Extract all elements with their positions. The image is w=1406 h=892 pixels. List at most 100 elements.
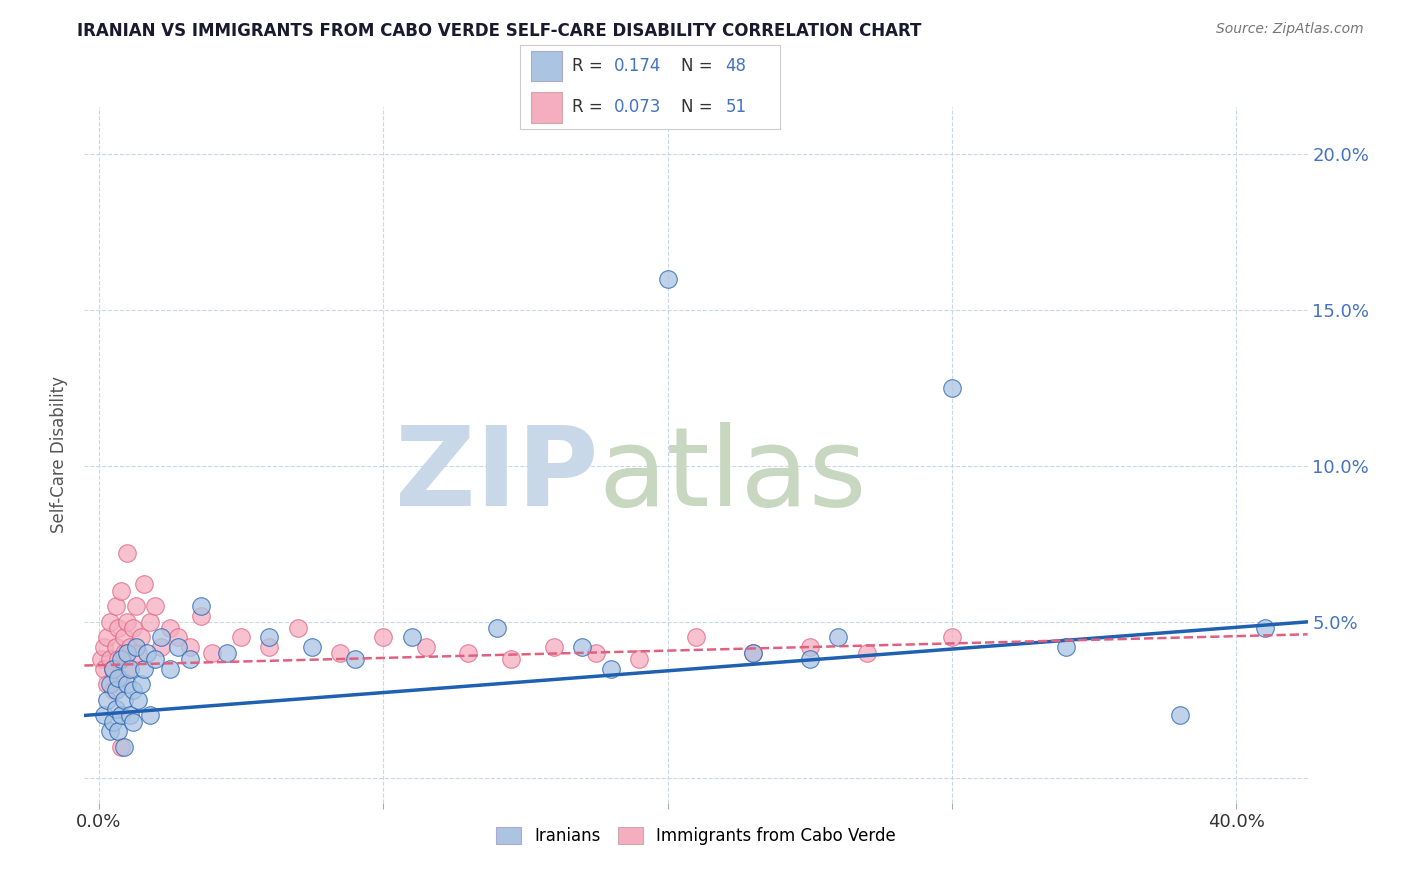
Point: [150, 631, 173, 645]
Point: [741, 646, 763, 660]
Point: [107, 724, 129, 739]
Point: [110, 583, 132, 598]
Point: [543, 640, 565, 654]
Point: [132, 577, 155, 591]
Point: [215, 646, 238, 660]
Point: [107, 671, 129, 685]
Point: [145, 652, 167, 666]
Point: [121, 683, 143, 698]
Point: [115, 615, 138, 629]
Point: [190, 608, 212, 623]
Point: [371, 631, 394, 645]
Point: [799, 640, 821, 654]
Point: [129, 677, 152, 691]
Point: [118, 662, 141, 676]
Point: [201, 646, 224, 660]
Point: [121, 621, 143, 635]
Point: [139, 708, 162, 723]
Text: N =: N =: [682, 98, 718, 116]
Point: [101, 662, 124, 676]
Point: [343, 652, 366, 666]
Point: [98, 677, 121, 691]
Point: [167, 640, 190, 654]
Point: [98, 615, 121, 629]
Point: [96, 631, 118, 645]
Point: [628, 652, 651, 666]
Point: [107, 621, 129, 635]
Text: 0.073: 0.073: [614, 98, 661, 116]
Point: [136, 646, 159, 660]
Point: [112, 631, 135, 645]
Point: [118, 708, 141, 723]
Point: [115, 646, 138, 660]
Point: [179, 652, 201, 666]
Point: [145, 599, 167, 614]
Point: [159, 621, 181, 635]
Point: [229, 631, 252, 645]
Text: 0.174: 0.174: [614, 57, 661, 75]
Point: [150, 640, 173, 654]
Point: [101, 683, 124, 698]
Point: [415, 640, 437, 654]
Point: [112, 739, 135, 754]
Point: [132, 662, 155, 676]
Text: 51: 51: [725, 98, 747, 116]
Point: [104, 599, 127, 614]
Point: [110, 671, 132, 685]
Point: [599, 662, 621, 676]
Point: [1254, 621, 1277, 635]
Point: [657, 271, 679, 285]
Point: [104, 640, 127, 654]
Point: [93, 662, 115, 676]
Text: R =: R =: [572, 57, 609, 75]
Point: [104, 702, 127, 716]
Point: [98, 652, 121, 666]
Point: [90, 652, 112, 666]
Point: [96, 693, 118, 707]
Text: N =: N =: [682, 57, 718, 75]
Point: [401, 631, 423, 645]
Point: [457, 646, 479, 660]
Point: [110, 652, 132, 666]
Point: [1054, 640, 1077, 654]
Text: atlas: atlas: [598, 422, 866, 529]
Point: [115, 546, 138, 560]
Point: [571, 640, 593, 654]
Text: ZIP: ZIP: [395, 422, 598, 529]
Point: [585, 646, 607, 660]
Bar: [530, 92, 562, 122]
Point: [159, 662, 181, 676]
Legend: Iranians, Immigrants from Cabo Verde: Iranians, Immigrants from Cabo Verde: [488, 819, 904, 854]
Point: [190, 599, 212, 614]
Point: [121, 714, 143, 729]
Point: [259, 631, 281, 645]
Point: [96, 677, 118, 691]
Point: [855, 646, 877, 660]
Point: [129, 631, 152, 645]
Point: [799, 652, 821, 666]
Point: [499, 652, 522, 666]
Point: [101, 662, 124, 676]
Point: [93, 708, 115, 723]
Point: [93, 640, 115, 654]
Text: R =: R =: [572, 98, 609, 116]
Point: [110, 739, 132, 754]
Point: [287, 621, 309, 635]
Point: [301, 640, 323, 654]
Point: [485, 621, 508, 635]
Y-axis label: Self-Care Disability: Self-Care Disability: [51, 376, 69, 533]
Text: IRANIAN VS IMMIGRANTS FROM CABO VERDE SELF-CARE DISABILITY CORRELATION CHART: IRANIAN VS IMMIGRANTS FROM CABO VERDE SE…: [77, 22, 922, 40]
Point: [139, 615, 162, 629]
Point: [98, 724, 121, 739]
Point: [179, 640, 201, 654]
Point: [127, 693, 149, 707]
Point: [167, 631, 190, 645]
Point: [112, 646, 135, 660]
Point: [115, 662, 138, 676]
Point: [124, 640, 146, 654]
Point: [259, 640, 281, 654]
Point: [827, 631, 849, 645]
Bar: [530, 51, 562, 81]
Point: [101, 714, 124, 729]
Point: [107, 652, 129, 666]
